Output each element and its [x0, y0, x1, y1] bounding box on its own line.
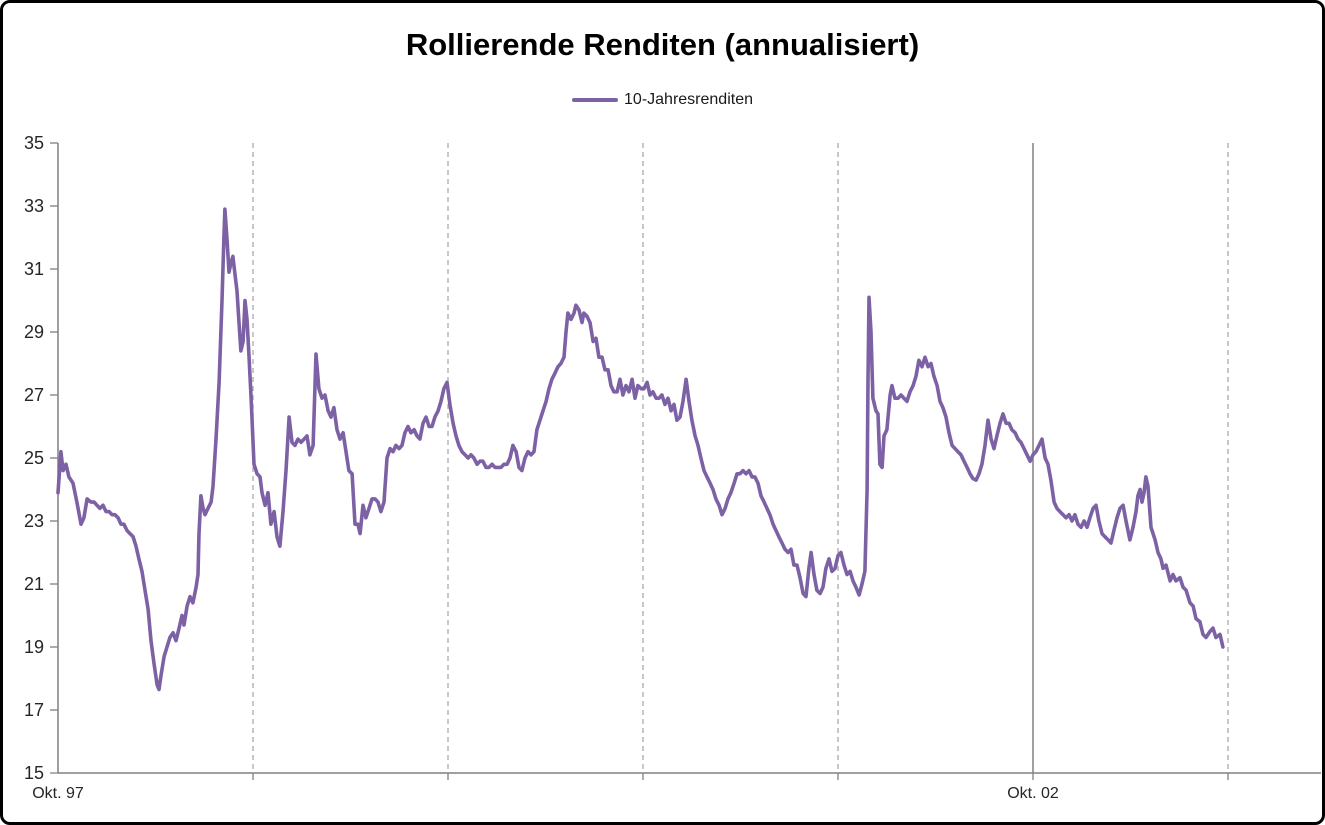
- legend-line-swatch: [572, 98, 619, 102]
- y-tick-label-21: 21: [24, 574, 44, 594]
- y-tick-label-19: 19: [24, 637, 44, 657]
- series-line-10-jahresrenditen: [56, 207, 1225, 692]
- chart-title: Rollierende Renditen (annualisiert): [405, 27, 920, 62]
- y-tick-label-15: 15: [24, 763, 44, 783]
- plot-area: 35 33 31 29 27 25 23 21 19 17 15: [24, 133, 1321, 783]
- legend: 10-Jahresrenditen: [3, 91, 1322, 109]
- y-tick-label-33: 33: [24, 196, 44, 216]
- x-axis-label-okt02: Okt. 02: [1007, 785, 1059, 802]
- y-tick-label-35: 35: [24, 133, 44, 153]
- y-tick-label-23: 23: [24, 511, 44, 531]
- y-tick-label-27: 27: [24, 385, 44, 405]
- x-axis-label-okt97: Okt. 97: [32, 785, 84, 802]
- y-tick-label-25: 25: [24, 448, 44, 468]
- y-tick-label-17: 17: [24, 700, 44, 720]
- legend-series-label: 10-Jahresrenditen: [624, 91, 753, 108]
- y-tick-label-29: 29: [24, 322, 44, 342]
- y-tick-label-31: 31: [24, 259, 44, 279]
